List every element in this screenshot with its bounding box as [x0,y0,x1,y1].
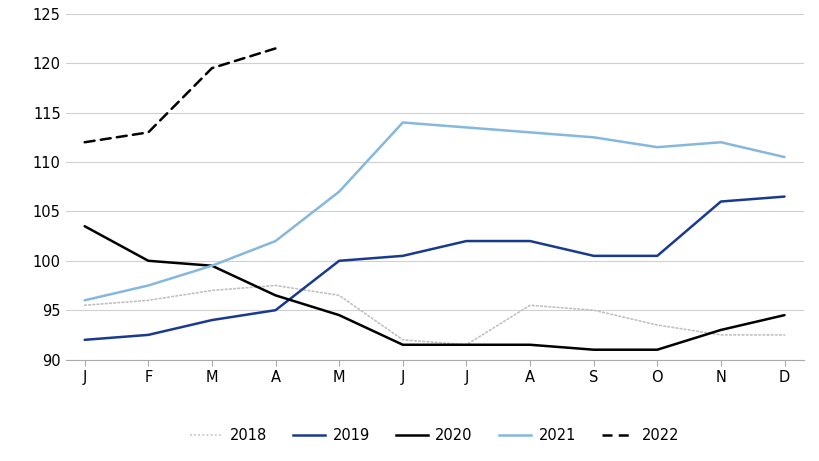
2018 [143,297,153,303]
2020 [397,342,407,348]
2018 [334,293,344,298]
2019 [461,238,471,244]
2021 [270,238,280,244]
2020 [206,263,216,268]
Line: 2022: 2022 [84,48,275,142]
2019 [334,258,344,264]
2018 [524,302,534,308]
2019 [79,337,89,343]
2019 [779,194,789,199]
2022 [206,65,216,71]
2021 [588,135,598,140]
2021 [397,120,407,125]
2021 [334,189,344,195]
2021 [524,130,534,135]
2018 [461,342,471,348]
2020 [143,258,153,264]
2019 [143,332,153,337]
2019 [524,238,534,244]
2020 [779,313,789,318]
2018 [79,302,89,308]
Line: 2021: 2021 [84,123,784,300]
2019 [588,253,598,259]
2021 [143,283,153,288]
Line: 2018: 2018 [84,285,784,345]
2022 [79,140,89,145]
2018 [270,283,280,288]
2020 [334,313,344,318]
2018 [779,332,789,337]
2018 [652,322,662,328]
Line: 2019: 2019 [84,196,784,340]
2020 [588,347,598,353]
2018 [588,307,598,313]
2020 [270,293,280,298]
2018 [206,288,216,293]
2020 [652,347,662,353]
2022 [143,130,153,135]
Line: 2020: 2020 [84,226,784,350]
2021 [652,144,662,150]
2020 [79,224,89,229]
2021 [79,297,89,303]
2020 [524,342,534,348]
2019 [715,199,725,204]
Legend: 2018, 2019, 2020, 2021, 2022: 2018, 2019, 2020, 2021, 2022 [184,422,684,449]
2019 [206,317,216,323]
2020 [715,327,725,333]
2019 [270,307,280,313]
2022 [270,46,280,51]
2019 [397,253,407,259]
2019 [652,253,662,259]
2021 [715,140,725,145]
2020 [461,342,471,348]
2021 [461,124,471,130]
2018 [397,337,407,343]
2021 [206,263,216,268]
2018 [715,332,725,337]
2021 [779,154,789,160]
